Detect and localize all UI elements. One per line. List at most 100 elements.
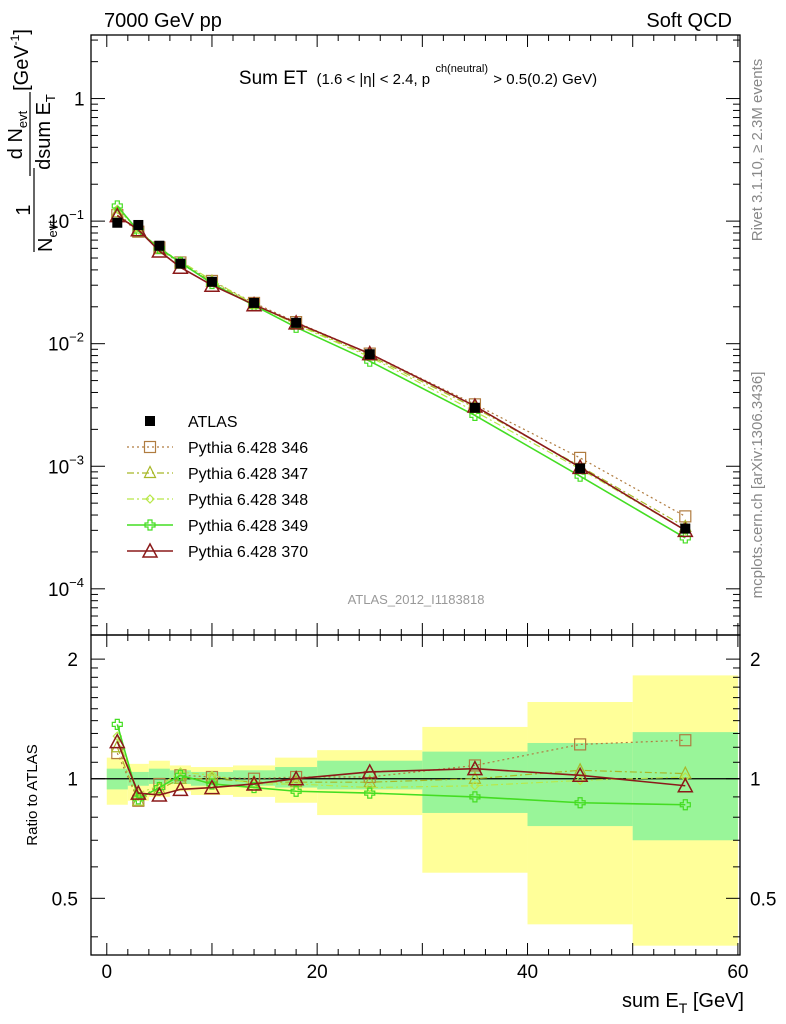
ratio-point xyxy=(363,774,377,788)
legend-label: Pythia 6.428 348 xyxy=(188,492,308,509)
atlas-point xyxy=(249,297,260,308)
y-tick-label: 10−2 xyxy=(48,330,84,356)
legend-label: ATLAS xyxy=(188,414,238,431)
ratio-point xyxy=(172,780,189,797)
ratio-line xyxy=(116,741,686,796)
legend-marker xyxy=(144,519,156,531)
ratio-point xyxy=(679,734,692,747)
watermark: ATLAS_2012_I1183818 xyxy=(348,592,485,607)
x-tick-label: 60 xyxy=(727,962,748,983)
series-line xyxy=(116,214,686,517)
ratio-series-5 xyxy=(109,733,694,802)
atlas-data xyxy=(112,217,691,534)
ratio-point xyxy=(130,784,147,800)
legend-item-2: Pythia 6.428 347 xyxy=(127,465,308,483)
legend-item-3: Pythia 6.428 348 xyxy=(127,492,308,509)
x-tick-label: 40 xyxy=(517,962,538,983)
main-title: Sum ET (1.6 < |η| < 2.4, p ch(neutral) >… xyxy=(239,56,597,89)
legend-label: Pythia 6.428 349 xyxy=(188,518,308,535)
ratio-point xyxy=(245,775,263,791)
mcplots-label: mcplots.cern.ch [arXiv:1306.3436] xyxy=(749,372,766,599)
ratio-point xyxy=(677,777,694,793)
atlas-point xyxy=(112,217,123,228)
atlas-point xyxy=(154,240,165,251)
ratio-plot-frame xyxy=(90,634,741,956)
ratio-y-tick-label-left: 2 xyxy=(67,650,78,671)
ratio-point xyxy=(680,772,691,782)
ratio-point xyxy=(679,799,691,811)
legend-label: Pythia 6.428 346 xyxy=(188,440,308,457)
ratio-point xyxy=(206,778,218,790)
legend-label: Pythia 6.428 370 xyxy=(188,544,308,561)
legend-item-1: Pythia 6.428 346 xyxy=(127,440,308,457)
ratio-point xyxy=(571,766,589,783)
atlas-point xyxy=(291,317,302,328)
rivet-label: Rivet 3.1.10, ≥ 2.3M events xyxy=(749,59,766,242)
ratio-point xyxy=(574,797,586,809)
series-5 xyxy=(109,206,694,538)
y-tick-label: 10−3 xyxy=(48,452,84,478)
ratio-line xyxy=(116,739,686,802)
atlas-point xyxy=(680,523,691,534)
ratio-point xyxy=(469,791,481,803)
series-layer xyxy=(109,200,694,811)
ratio-series-4 xyxy=(111,718,691,811)
ratio-ylabel: Ratio to ATLAS xyxy=(24,744,41,845)
ratio-point xyxy=(290,785,302,797)
legend-marker xyxy=(143,465,157,479)
legend-label: Pythia 6.428 347 xyxy=(188,466,308,483)
svg-text:dsum ET: dsum ET xyxy=(33,94,58,170)
legend-marker xyxy=(145,416,155,426)
y-tick-label: 1 xyxy=(74,90,85,111)
ratio-uncertainty-bands xyxy=(106,675,738,946)
y-tick-label: 10−4 xyxy=(48,575,84,601)
svg-text:d Nevt: d Nevt xyxy=(5,110,30,159)
stat-uncertainty-bin xyxy=(632,732,738,841)
title-detail-sup: ch(neutral) xyxy=(435,63,488,75)
ratio-y-tick-label-left: 0.5 xyxy=(52,889,78,910)
title-main: Sum ET xyxy=(239,68,308,89)
ratio-point xyxy=(470,780,480,791)
header-left: 7000 GeV pp xyxy=(104,10,222,32)
ratio-y-tick-label-right: 2 xyxy=(750,650,761,671)
ratio-point xyxy=(203,778,221,795)
svg-text:1: 1 xyxy=(13,204,35,215)
ratio-point xyxy=(364,782,375,793)
atlas-point xyxy=(469,402,480,413)
ratio-point xyxy=(574,738,587,751)
legend-marker xyxy=(141,542,159,558)
title-detail-prefix: (1.6 < |η| < 2.4, p xyxy=(316,71,430,88)
ratio-point xyxy=(466,760,484,776)
ratio-point xyxy=(361,763,378,779)
ratio-point xyxy=(364,787,376,799)
atlas-point xyxy=(175,258,186,269)
legend-item-5: Pythia 6.428 370 xyxy=(127,542,308,561)
ratio-point xyxy=(174,769,187,781)
atlas-point xyxy=(364,349,375,360)
legend-item-atlas: ATLAS xyxy=(145,414,238,431)
legend: ATLAS Pythia 6.428 346 Pythia 6.428 347 Pyt… xyxy=(127,414,308,561)
ratio-line xyxy=(116,724,686,806)
series-line xyxy=(116,214,686,532)
legend-item-4: Pythia 6.428 349 xyxy=(127,518,308,535)
ratio-point xyxy=(111,718,123,730)
ratio-point xyxy=(468,770,482,784)
atlas-point xyxy=(206,276,217,287)
series-point xyxy=(574,470,586,482)
svg-text:[GeV-1]: [GeV-1] xyxy=(8,29,33,91)
header-right: Soft QCD xyxy=(646,10,732,32)
title-detail-suffix: > 0.5(0.2) GeV) xyxy=(493,71,597,88)
ratio-y-tick-label-right: 0.5 xyxy=(750,889,776,910)
x-tick-label: 20 xyxy=(307,962,328,983)
legend-marker xyxy=(145,494,155,504)
ratio-y-tick-label-left: 1 xyxy=(67,770,78,791)
ratio-point xyxy=(151,786,168,802)
series-point xyxy=(574,451,587,464)
ratio-point xyxy=(287,770,305,786)
series-point xyxy=(469,409,481,421)
ratio-series-2 xyxy=(110,739,692,806)
atlas-point xyxy=(575,463,586,474)
ratio-point xyxy=(575,775,585,786)
